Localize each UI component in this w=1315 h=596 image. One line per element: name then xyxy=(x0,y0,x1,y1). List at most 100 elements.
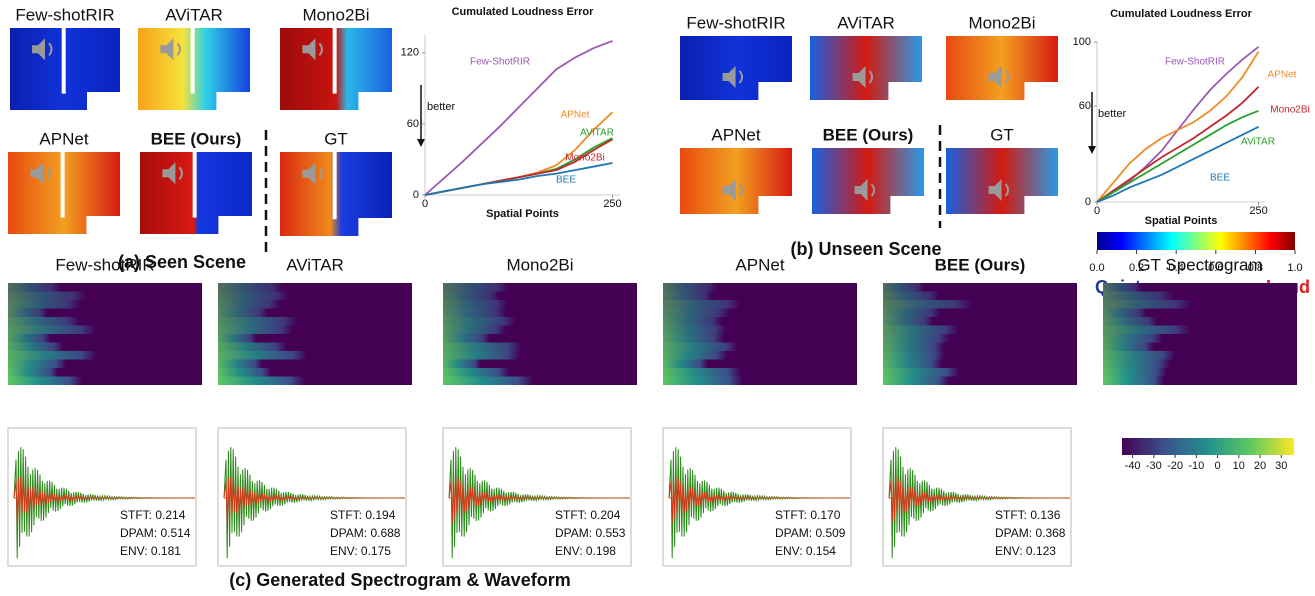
map-label: APNet xyxy=(39,129,88,148)
spectrogram-band xyxy=(883,325,1008,334)
spectrogram-label: BEE (Ours) xyxy=(935,255,1026,274)
spectrogram-band xyxy=(8,359,105,368)
map-gap xyxy=(332,152,337,220)
spectrogram-band xyxy=(443,351,572,360)
map-notch xyxy=(890,196,924,214)
spectrogram-band xyxy=(663,376,797,385)
series-line xyxy=(424,162,613,196)
spectrogram-band xyxy=(218,291,336,300)
metric: ENV: 0.175 xyxy=(330,544,391,558)
map-gap xyxy=(61,28,66,94)
spectrogram-band xyxy=(663,300,792,309)
annotation: better xyxy=(1098,108,1126,120)
metric: ENV: 0.154 xyxy=(775,544,836,558)
spectrogram-band xyxy=(1103,291,1220,300)
spectrogram-band xyxy=(443,291,537,300)
y-tick-label: 60 xyxy=(1079,100,1091,112)
x-axis-label: Spatial Points xyxy=(486,208,559,220)
spectrogram-band xyxy=(883,342,986,351)
speaker-icon xyxy=(722,179,736,201)
map-label: Few-shotRIR xyxy=(686,13,785,32)
speaker-wave xyxy=(738,70,744,84)
colorbar xyxy=(1122,438,1294,455)
series-line xyxy=(1096,125,1259,203)
colorbar-tick-label: 0.0 xyxy=(1089,262,1104,274)
speaker-icon xyxy=(160,38,174,61)
spectrogram-band xyxy=(218,376,363,385)
spectrogram-band xyxy=(443,300,551,309)
map-label: APNet xyxy=(711,125,760,144)
map-notch xyxy=(358,92,392,110)
x-tick-label: 0 xyxy=(422,198,428,210)
spectrogram-band xyxy=(443,283,553,292)
speaker-wave xyxy=(48,42,53,56)
map-gap xyxy=(190,28,195,94)
spectrogram-band xyxy=(8,283,96,292)
speaker-icon xyxy=(32,38,45,61)
colorbar-tick-label: -20 xyxy=(1167,460,1183,472)
map-label: AViTAR xyxy=(165,5,223,24)
series-label: Mono2Bi xyxy=(565,153,604,164)
spectrogram-band xyxy=(443,359,507,368)
map-notch xyxy=(758,196,792,214)
metric: DPAM: 0.509 xyxy=(775,526,846,540)
metric: DPAM: 0.553 xyxy=(555,526,626,540)
metric: DPAM: 0.688 xyxy=(330,526,401,540)
caption: (b) Unseen Scene xyxy=(790,239,941,259)
map-notch xyxy=(358,218,392,236)
map-gap xyxy=(192,152,197,218)
series-label: APNet xyxy=(1268,70,1297,81)
spectrogram-band xyxy=(883,308,979,317)
metric: DPAM: 0.514 xyxy=(120,526,191,540)
series-label: Few-ShotRIR xyxy=(1165,57,1225,68)
x-tick-label: 0 xyxy=(1094,205,1100,217)
spectrogram-band xyxy=(8,300,128,309)
spectrogram-label: Mono2Bi xyxy=(506,255,573,274)
metric: STFT: 0.136 xyxy=(995,508,1061,522)
spectrogram-band xyxy=(663,291,746,300)
series-line xyxy=(424,137,613,196)
spectrogram-band xyxy=(663,283,754,292)
speaker-wave xyxy=(870,183,876,197)
speaker-wave xyxy=(178,166,183,180)
colorbar-tick-label: 0.4 xyxy=(1169,262,1184,274)
colorbar-tick-label: -10 xyxy=(1188,460,1204,472)
spectrogram-band xyxy=(1103,334,1203,343)
y-tick-label: 100 xyxy=(1073,36,1091,48)
annotation: better xyxy=(427,101,455,113)
metric: ENV: 0.181 xyxy=(120,544,181,558)
series-line xyxy=(1096,109,1259,203)
spectrogram-band xyxy=(663,325,768,334)
series-line xyxy=(424,138,613,196)
speaker-icon xyxy=(988,66,1002,88)
speaker-icon xyxy=(988,179,1002,201)
spectrogram-band xyxy=(8,351,155,360)
spectrogram-band xyxy=(443,334,522,343)
spectrogram-band xyxy=(663,308,774,317)
x-tick-label: 250 xyxy=(603,198,621,210)
speaker-icon xyxy=(302,38,316,61)
spectrogram-band xyxy=(883,368,1010,377)
colorbar-tick-label: 0.2 xyxy=(1129,262,1144,274)
spectrogram-band xyxy=(1103,376,1206,385)
spectrogram-band xyxy=(883,317,966,326)
spectrogram-band xyxy=(883,283,952,292)
spectrogram-band xyxy=(1103,368,1210,377)
spectrogram-label: Few-shotRIR xyxy=(55,255,154,274)
map-label: Mono2Bi xyxy=(302,5,369,24)
spectrogram-band xyxy=(443,317,564,326)
spectrogram-band xyxy=(8,368,92,377)
series-label: AViTAR xyxy=(580,128,614,139)
metric: ENV: 0.198 xyxy=(555,544,616,558)
colorbar-tick-label: 0 xyxy=(1214,460,1220,472)
y-tick-label: 60 xyxy=(407,118,419,130)
spectrogram-band xyxy=(1103,308,1176,317)
series-label: BEE xyxy=(1210,173,1230,184)
spectrogram-band xyxy=(883,300,1031,309)
arrow-head xyxy=(1088,146,1096,154)
colorbar-tick-label: 30 xyxy=(1275,460,1287,472)
map-gap xyxy=(60,152,65,218)
spectrogram-band xyxy=(218,317,349,326)
speaker-icon xyxy=(722,66,736,88)
speaker-wave xyxy=(318,166,323,181)
